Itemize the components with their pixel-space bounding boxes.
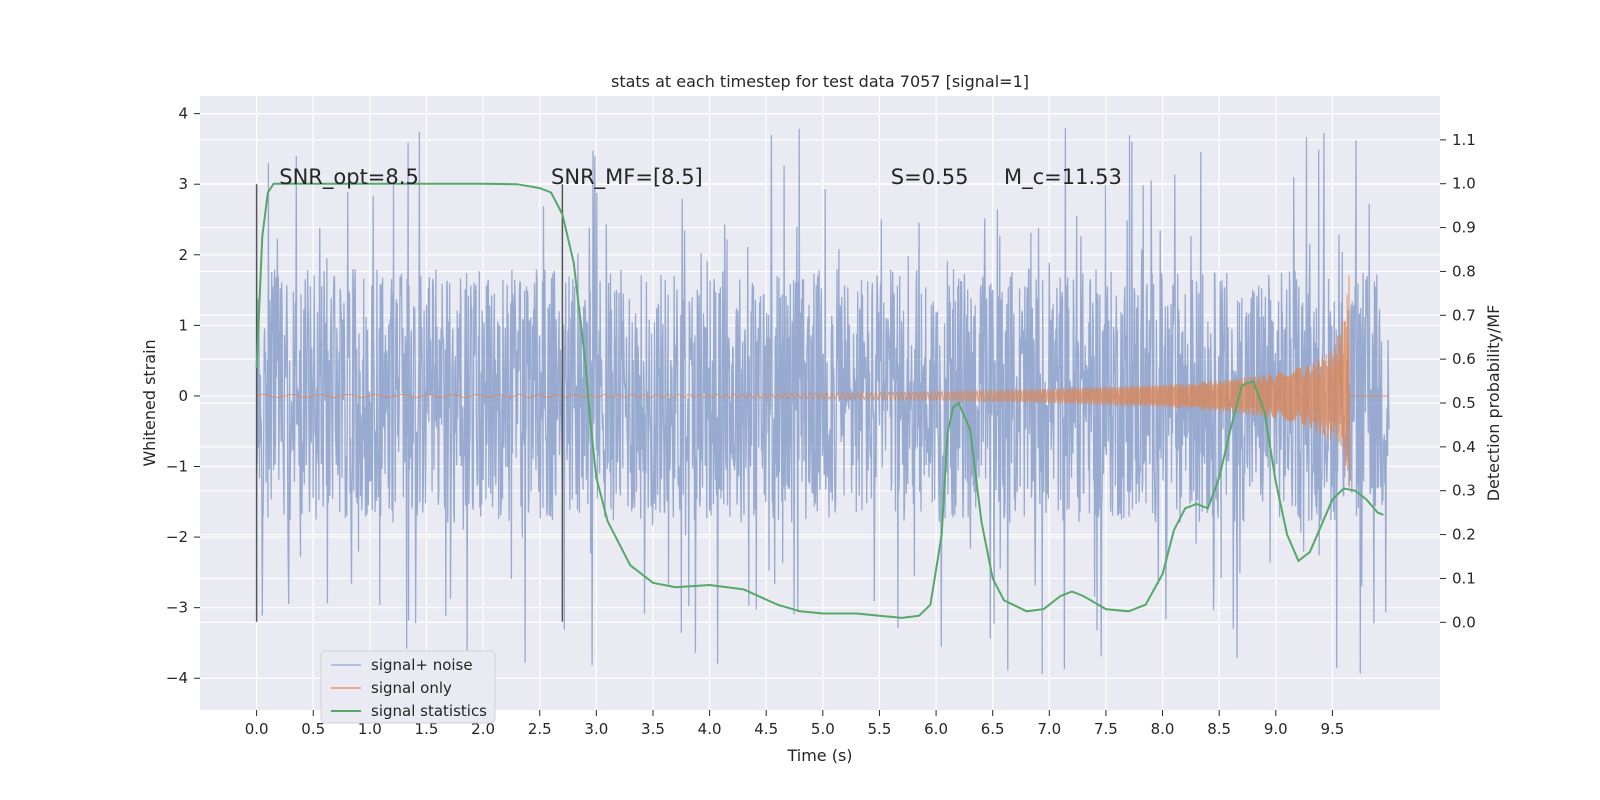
annotation-0: SNR_opt=8.5 (279, 165, 419, 190)
y-left-tick-label: 4 (178, 105, 188, 123)
x-tick-label: 9.0 (1264, 720, 1288, 738)
annotation-2: S=0.55 (891, 165, 969, 189)
x-tick-label: 3.0 (584, 720, 608, 738)
x-tick-label: 4.0 (698, 720, 722, 738)
x-tick-label: 5.0 (811, 720, 835, 738)
x-tick-label: 0.0 (245, 720, 269, 738)
x-tick-label: 1.0 (358, 720, 382, 738)
y-axis-right-label: Detection probability/MF (1484, 305, 1503, 502)
x-tick-label: 1.5 (415, 720, 439, 738)
y-right-tick-label: 1.1 (1452, 131, 1476, 149)
y-right-tick-label: 0.5 (1452, 394, 1476, 412)
signal-statistics-line (255, 182, 1384, 619)
x-tick-label: 6.0 (924, 720, 948, 738)
y-right-tick-label: 0.0 (1452, 613, 1476, 631)
x-tick-label: 3.5 (641, 720, 665, 738)
x-tick-label: 4.5 (754, 720, 778, 738)
y-left-tick-label: −1 (166, 458, 188, 476)
chart-title: stats at each timestep for test data 705… (611, 72, 1029, 91)
y-right-tick-label: 0.3 (1452, 482, 1476, 500)
x-axis-label: Time (s) (786, 746, 852, 765)
legend-box (320, 650, 496, 724)
y-right-tick-label: 0.4 (1452, 438, 1476, 456)
annotation-3: M_c=11.53 (1004, 165, 1122, 190)
legend-label-0: signal+ noise (371, 656, 473, 674)
x-tick-label: 2.0 (471, 720, 495, 738)
y-axis-left-label: Whitened strain (140, 339, 159, 466)
x-tick-label: 2.5 (528, 720, 552, 738)
y-left-tick-label: −3 (166, 599, 188, 617)
x-tick-label: 5.5 (868, 720, 892, 738)
legend-label-2: signal statistics (371, 702, 487, 720)
series-signal-only (256, 275, 1389, 488)
x-tick-label: 7.5 (1094, 720, 1118, 738)
x-tick-label: 7.0 (1037, 720, 1061, 738)
y-right-tick-label: 0.2 (1452, 526, 1476, 544)
x-tick-label: 6.5 (981, 720, 1005, 738)
y-right-tick-label: 1.0 (1452, 175, 1476, 193)
y-left-tick-label: 3 (178, 175, 188, 193)
x-axis: 0.0 0.5 1.0 1.5 2.0 2.5 3.0 3.5 4.0 4.5 5.0 5.5 6.0 6… (245, 710, 1344, 738)
y-right-tick-label: 0.8 (1452, 262, 1476, 280)
y-right-tick-label: 0.9 (1452, 219, 1476, 237)
annotations: SNR_opt=8.5 SNR_MF=[8.5] S=0.55 M_c=11.53 (279, 165, 1122, 190)
annotation-1: SNR_MF=[8.5] (551, 165, 703, 190)
y-axis-left: −4 −3 −2 −1 0 1 2 3 4 (166, 105, 200, 687)
signal-only-line (256, 275, 1389, 488)
y-right-tick-label: 0.1 (1452, 569, 1476, 587)
y-left-tick-label: −2 (166, 528, 188, 546)
y-right-tick-label: 0.7 (1452, 306, 1476, 324)
legend: signal+ noise signal only signal statistic… (320, 650, 496, 724)
x-tick-label: 9.5 (1320, 720, 1344, 738)
y-left-tick-label: −4 (166, 669, 188, 687)
x-tick-label: 8.5 (1207, 720, 1231, 738)
x-tick-label: 8.0 (1151, 720, 1175, 738)
y-left-tick-label: 2 (178, 246, 188, 264)
y-axis-right: 0.0 0.1 0.2 0.3 0.4 0.5 0.6 0.7 0.8 0.9 1.0 1.1 (1440, 131, 1476, 631)
y-right-tick-label: 0.6 (1452, 350, 1476, 368)
legend-label-1: signal only (371, 679, 452, 697)
y-left-tick-label: 0 (178, 387, 188, 405)
x-tick-label: 0.5 (301, 720, 325, 738)
vertical-markers (255, 184, 564, 622)
y-left-tick-label: 1 (178, 316, 188, 334)
series-signal-statistics (255, 182, 1384, 619)
